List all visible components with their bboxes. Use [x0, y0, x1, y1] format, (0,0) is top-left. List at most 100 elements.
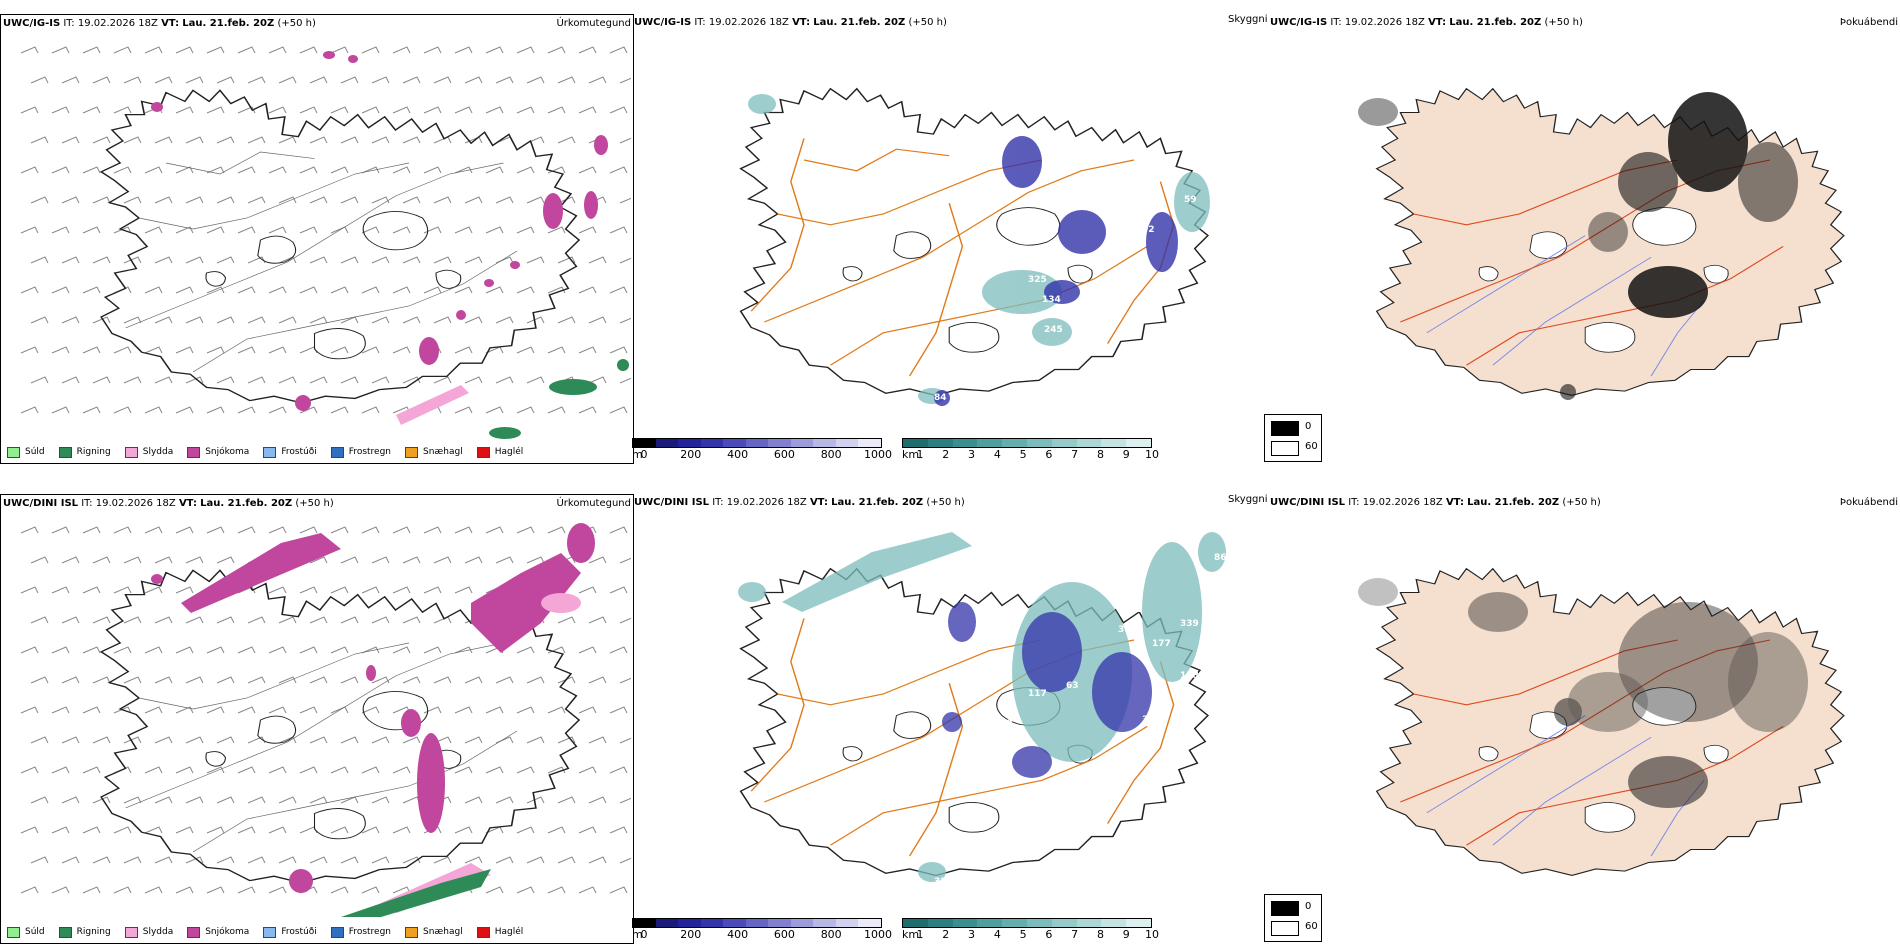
wind-barb	[330, 646, 349, 654]
visibility-swatch	[1076, 439, 1102, 447]
wind-barb	[82, 766, 101, 774]
wind-barb	[216, 316, 235, 324]
wind-barb	[82, 286, 101, 294]
wind-barb	[61, 316, 80, 324]
wind-barb	[216, 136, 235, 144]
cloud-base-swatch	[723, 439, 746, 447]
wind-barb	[144, 46, 163, 54]
cloud-base-swatch	[700, 439, 724, 447]
wind-barb	[371, 736, 390, 744]
time-offset: (+50 h)	[295, 498, 334, 509]
wind-barb	[144, 166, 163, 174]
wind-barb	[578, 826, 597, 834]
wind-barb	[516, 406, 535, 414]
wind-barb	[206, 646, 225, 654]
wind-barb	[113, 346, 132, 354]
wind-barb	[113, 826, 132, 834]
wind-barb	[144, 526, 163, 534]
wind-barb	[144, 826, 163, 834]
wind-barb	[20, 286, 39, 294]
wind-barb	[340, 616, 359, 624]
wind-barb	[247, 316, 266, 324]
wind-barb	[278, 676, 297, 684]
colorbar-tick: 8	[1096, 928, 1104, 941]
wind-barb	[30, 76, 49, 84]
wind-barb	[485, 226, 504, 234]
fog-high-label: 0	[1305, 901, 1312, 912]
wind-barb	[51, 826, 70, 834]
wind-barb	[402, 256, 421, 264]
wind-barb	[247, 376, 266, 384]
wind-barb	[309, 376, 328, 384]
wind-barb	[237, 106, 256, 114]
legend-item: Haglél	[476, 446, 523, 458]
wind-barb	[495, 376, 514, 384]
colorbar-tick: 1	[916, 928, 924, 941]
wind-barb	[547, 346, 566, 354]
legend-swatch	[330, 446, 344, 458]
wind-barb	[485, 166, 504, 174]
time-offset: (+50 h)	[277, 18, 316, 29]
snow-areas	[151, 523, 595, 893]
legend-item: Slydda	[124, 446, 173, 458]
wind-barb	[20, 526, 39, 534]
wind-barb	[237, 166, 256, 174]
colorbar-tick: 1	[916, 448, 924, 461]
wind-barb	[82, 406, 101, 414]
wind-barb	[51, 886, 70, 894]
wind-barbs	[20, 526, 631, 894]
wind-barb	[299, 286, 318, 294]
wind-barb	[154, 676, 173, 684]
wind-barb	[51, 526, 70, 534]
wind-barb	[309, 556, 328, 564]
it-label: IT:	[1330, 17, 1342, 28]
precip-legend: Súld Rigning Slydda Snjókoma Frostúði Frostre…	[1, 443, 531, 461]
legend-swatch	[476, 926, 490, 938]
wind-barb	[299, 226, 318, 234]
colorbar-tick: 4	[993, 448, 1001, 461]
wind-barb	[247, 676, 266, 684]
wind-barb	[578, 886, 597, 894]
wind-barb	[237, 586, 256, 594]
wind-barb	[154, 76, 173, 84]
wind-barb	[268, 526, 287, 534]
wind-barb	[268, 106, 287, 114]
visibility-value: 396	[1118, 625, 1137, 635]
wind-barb	[30, 376, 49, 384]
wind-barb	[609, 526, 628, 534]
wind-barb	[123, 736, 142, 744]
model-name: UWC/IG-IS	[3, 18, 61, 29]
wind-barb	[216, 196, 235, 204]
road-lines	[125, 642, 518, 853]
wind-barb	[123, 556, 142, 564]
wind-barb	[485, 766, 504, 774]
wind-barb	[361, 286, 380, 294]
vt-label: VT:	[792, 17, 811, 28]
wind-barb	[51, 646, 70, 654]
visibility-value: 86	[1214, 553, 1227, 563]
wind-barb	[361, 226, 380, 234]
wind-barb	[113, 706, 132, 714]
wind-barb	[61, 856, 80, 864]
wind-barb	[526, 796, 545, 804]
wind-barb	[392, 166, 411, 174]
wind-barb	[516, 766, 535, 774]
fog-low-label: 60	[1305, 921, 1318, 932]
wind-barb	[299, 526, 318, 534]
wind-barb	[423, 106, 442, 114]
wind-barb	[464, 856, 483, 864]
wind-barb	[92, 316, 111, 324]
visibility-swatch	[1126, 919, 1151, 927]
fog-map	[1358, 568, 1845, 877]
colorbar-tick: 0	[640, 448, 648, 461]
wind-barb	[20, 346, 39, 354]
wind-barb	[330, 406, 349, 414]
visibility-value: 138	[1070, 271, 1089, 281]
wind-barb	[123, 256, 142, 264]
visibility-swatch	[1101, 919, 1127, 927]
wind-barb	[61, 556, 80, 564]
wind-barb	[392, 646, 411, 654]
legend-item: Rigning	[58, 926, 111, 938]
wind-barb	[371, 136, 390, 144]
wind-barb	[82, 166, 101, 174]
